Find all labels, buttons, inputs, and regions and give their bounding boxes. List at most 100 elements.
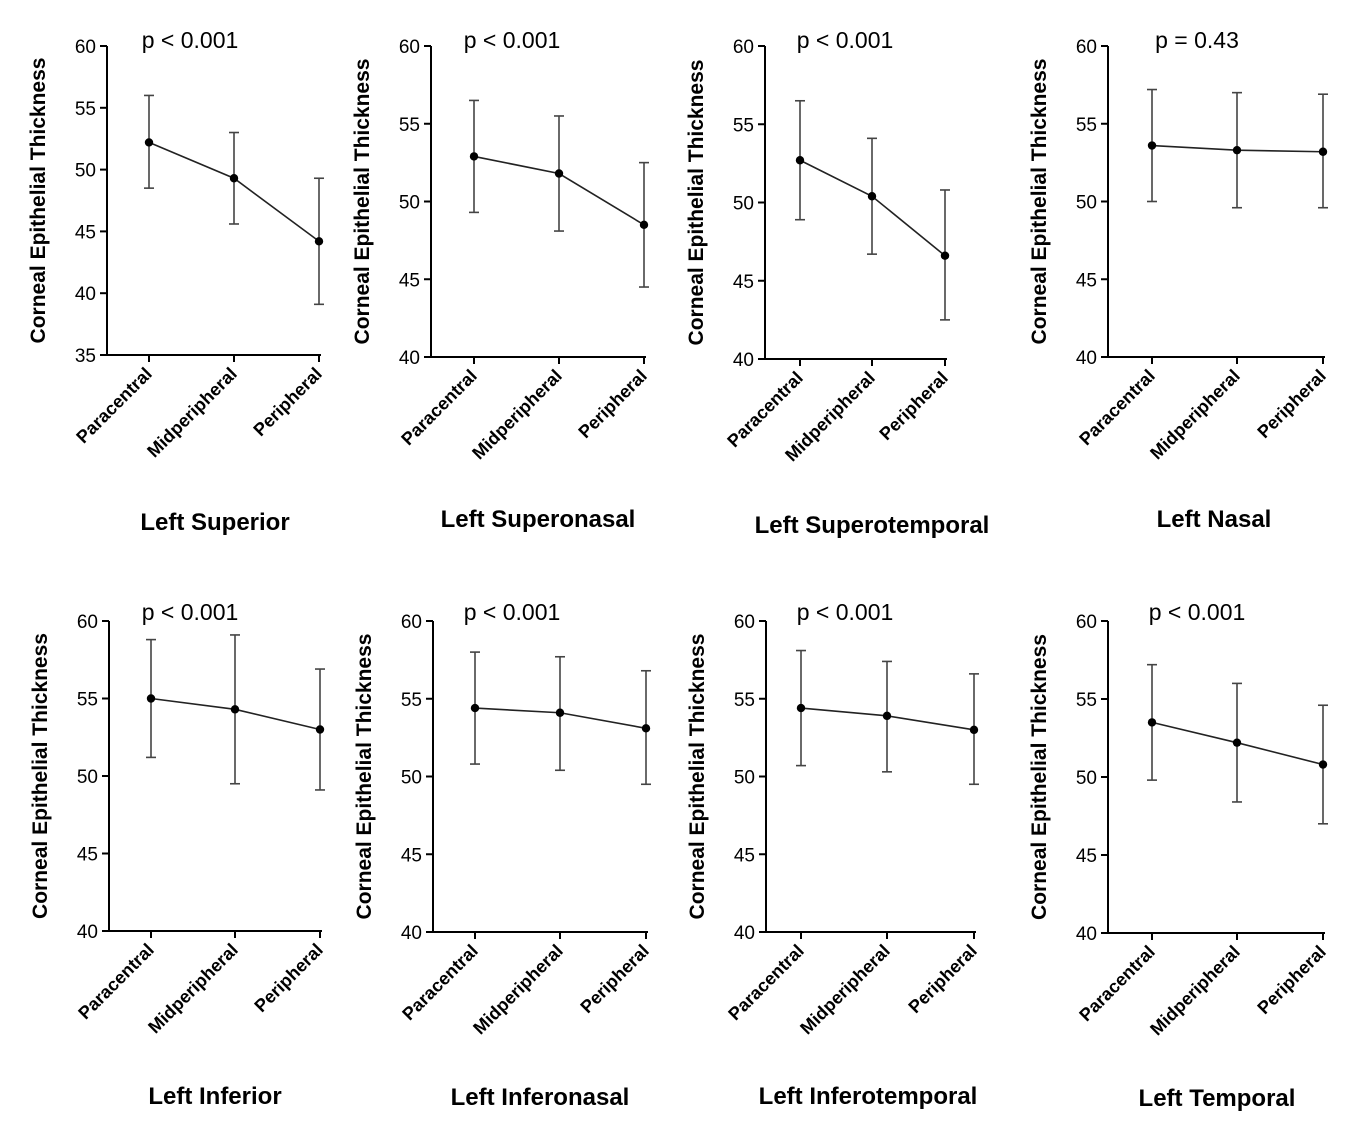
y-tick-label: 45 bbox=[75, 222, 96, 243]
x-tick-label: Peripheral bbox=[1253, 366, 1329, 442]
data-point bbox=[796, 703, 806, 713]
panel-title: Left Inferonasal bbox=[451, 1084, 630, 1111]
data-point bbox=[146, 694, 156, 703]
y-tick-label: 45 bbox=[1076, 270, 1097, 291]
panel-3: 4045505560ParacentralMidperipheralPeriph… bbox=[685, 27, 989, 539]
y-tick-label: 60 bbox=[401, 612, 422, 633]
x-tick-label: Paracentral bbox=[72, 364, 155, 447]
x-tick-label: Midperipheral bbox=[1146, 942, 1244, 1040]
x-tick-label: Peripheral bbox=[904, 941, 980, 1017]
data-point bbox=[795, 156, 805, 165]
x-tick-label: Peripheral bbox=[875, 368, 951, 444]
data-point bbox=[1232, 738, 1242, 747]
y-tick-label: 45 bbox=[1076, 846, 1097, 867]
data-point bbox=[554, 169, 564, 178]
panel-title: Left Superotemporal bbox=[755, 512, 990, 539]
p-value-annotation: p < 0.001 bbox=[797, 599, 894, 625]
y-tick-label: 55 bbox=[75, 99, 96, 120]
y-axis-label: Corneal Epithelial Thickness bbox=[1028, 59, 1051, 345]
p-value-annotation: p < 0.001 bbox=[142, 27, 239, 53]
panel-title: Left Inferotemporal bbox=[759, 1083, 978, 1110]
data-point bbox=[230, 705, 240, 714]
data-point bbox=[314, 237, 324, 246]
x-tick-label: Paracentral bbox=[74, 940, 157, 1023]
y-tick-label: 55 bbox=[399, 115, 420, 136]
y-axis-label: Corneal Epithelial Thickness bbox=[29, 633, 52, 919]
p-value-annotation: p < 0.001 bbox=[464, 599, 561, 625]
data-point bbox=[641, 724, 651, 733]
x-tick-label: Paracentral bbox=[724, 941, 807, 1024]
x-tick-label: Peripheral bbox=[576, 941, 652, 1017]
panel-title: Left Superior bbox=[140, 509, 289, 536]
y-tick-label: 60 bbox=[75, 37, 96, 58]
panel-title: Left Inferior bbox=[148, 1083, 281, 1110]
y-tick-label: 40 bbox=[733, 350, 754, 371]
x-tick-label: Midperipheral bbox=[1146, 366, 1244, 464]
data-point bbox=[1318, 760, 1328, 769]
x-tick-label: Paracentral bbox=[1075, 942, 1158, 1025]
data-point bbox=[144, 138, 154, 147]
data-point bbox=[469, 152, 479, 161]
x-tick-label: Midperipheral bbox=[796, 941, 894, 1039]
y-axis-label: Corneal Epithelial Thickness bbox=[353, 634, 376, 920]
y-tick-label: 45 bbox=[401, 845, 422, 866]
y-axis-label: Corneal Epithelial Thickness bbox=[1028, 634, 1051, 920]
y-tick-label: 50 bbox=[733, 194, 754, 215]
y-tick-label: 60 bbox=[733, 37, 754, 58]
p-value-annotation: p < 0.001 bbox=[142, 599, 239, 625]
data-point bbox=[1318, 147, 1328, 156]
x-tick-label: Paracentral bbox=[1075, 366, 1158, 449]
y-tick-label: 50 bbox=[1076, 768, 1097, 789]
x-tick-label: Peripheral bbox=[574, 366, 650, 442]
y-axis-label: Corneal Epithelial Thickness bbox=[351, 59, 374, 345]
y-tick-label: 55 bbox=[401, 690, 422, 711]
y-axis-label: Corneal Epithelial Thickness bbox=[686, 634, 709, 920]
p-value-annotation: p < 0.001 bbox=[1149, 599, 1246, 625]
y-tick-label: 45 bbox=[399, 270, 420, 291]
y-tick-label: 40 bbox=[77, 922, 98, 943]
y-tick-label: 60 bbox=[1076, 612, 1097, 633]
y-tick-label: 50 bbox=[75, 161, 96, 182]
x-tick-label: Peripheral bbox=[249, 364, 325, 440]
data-point bbox=[969, 725, 979, 735]
y-tick-label: 60 bbox=[399, 37, 420, 58]
data-point bbox=[882, 711, 892, 721]
data-point bbox=[470, 703, 480, 713]
data-point bbox=[940, 251, 950, 260]
y-axis-label: Corneal Epithelial Thickness bbox=[685, 60, 708, 346]
y-tick-label: 40 bbox=[1076, 348, 1097, 369]
y-tick-label: 60 bbox=[734, 612, 755, 633]
x-tick-label: Midperipheral bbox=[143, 364, 241, 462]
x-tick-label: Midperipheral bbox=[144, 940, 242, 1038]
y-tick-label: 40 bbox=[734, 923, 755, 944]
panel-title: Left Temporal bbox=[1139, 1085, 1296, 1112]
y-tick-label: 50 bbox=[401, 768, 422, 789]
y-tick-label: 50 bbox=[77, 767, 98, 788]
y-tick-label: 40 bbox=[75, 284, 96, 305]
panel-title: Left Superonasal bbox=[441, 506, 636, 533]
y-tick-label: 55 bbox=[1076, 115, 1097, 136]
x-tick-label: Peripheral bbox=[250, 940, 326, 1016]
y-tick-label: 40 bbox=[399, 348, 420, 369]
x-tick-label: Peripheral bbox=[1253, 942, 1329, 1018]
y-tick-label: 60 bbox=[1076, 37, 1097, 58]
y-tick-label: 55 bbox=[734, 690, 755, 711]
data-point bbox=[1147, 718, 1157, 727]
data-point bbox=[315, 725, 325, 734]
y-tick-label: 45 bbox=[734, 845, 755, 866]
y-tick-label: 45 bbox=[77, 845, 98, 866]
y-tick-label: 60 bbox=[77, 612, 98, 633]
y-tick-label: 50 bbox=[734, 768, 755, 789]
y-tick-label: 55 bbox=[1076, 690, 1097, 711]
x-tick-label: Paracentral bbox=[397, 366, 480, 449]
data-point bbox=[867, 192, 877, 201]
p-value-annotation: p < 0.001 bbox=[464, 27, 561, 53]
